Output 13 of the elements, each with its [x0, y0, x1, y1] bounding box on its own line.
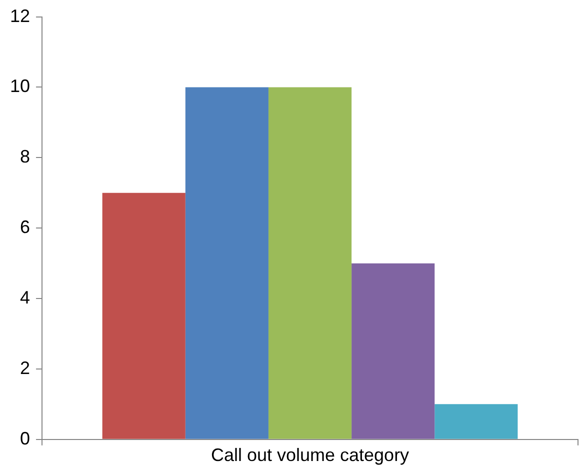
y-tick-label: 10 — [10, 76, 30, 96]
y-tick-label: 6 — [20, 217, 30, 238]
y-tick-label: 0 — [20, 428, 30, 448]
x-axis-title: Call out volume category — [210, 445, 410, 466]
bar — [185, 87, 268, 439]
y-tick-label: 12 — [10, 6, 30, 26]
y-tick-label: 4 — [20, 288, 30, 308]
bar — [102, 192, 186, 439]
y-tick-label: 8 — [20, 146, 30, 167]
y-tick-label: 2 — [20, 358, 30, 378]
bar — [352, 263, 435, 439]
bar — [434, 404, 518, 439]
bar — [268, 87, 352, 439]
